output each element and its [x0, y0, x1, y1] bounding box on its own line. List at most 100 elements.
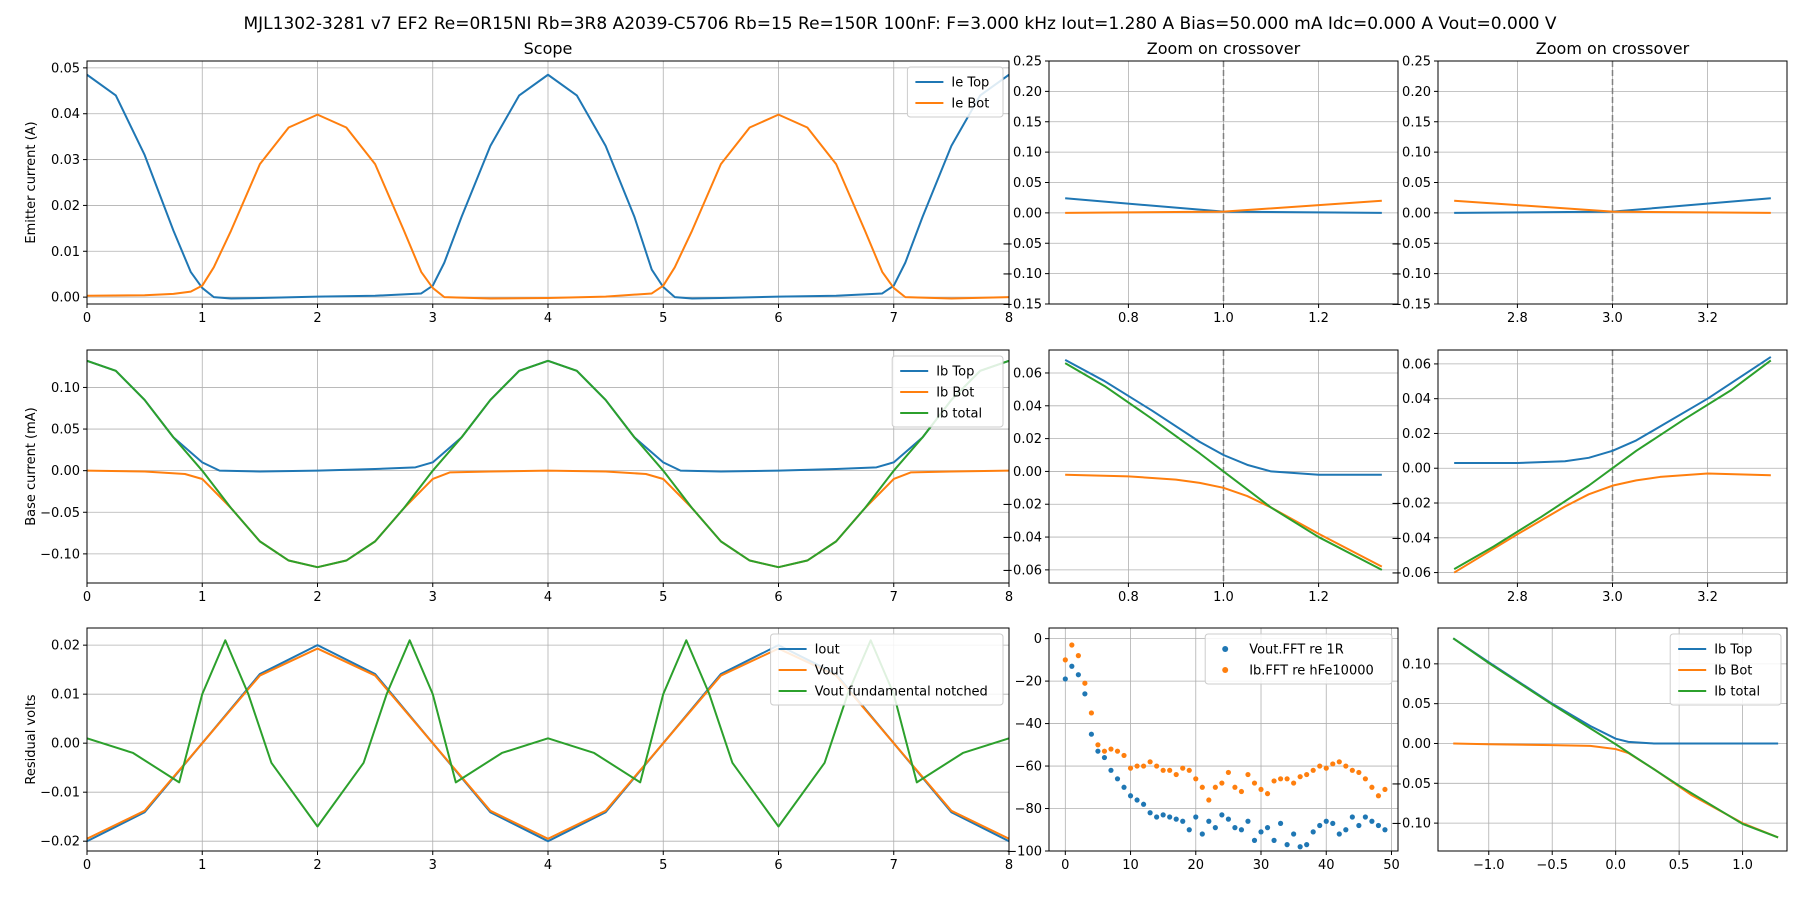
- y-tick-label: −40: [1015, 717, 1042, 732]
- point-vout-fft-re-1r: [1193, 814, 1199, 820]
- x-tick-label: 2: [313, 590, 321, 605]
- x-tick-label: 3.2: [1697, 311, 1718, 326]
- y-tick-label: 0.00: [1013, 206, 1042, 221]
- point-ib-fft-re-hfe10000: [1101, 748, 1108, 754]
- chart-title: Zoom on crossover: [1536, 41, 1690, 58]
- x-tick-label: 0.5: [1669, 858, 1690, 873]
- chart-svg-zoom1: 0.8 1.0 1.2 −0.15 −0.10 −0.05 0.00 0.05 0.10 0.15…: [1002, 39, 1399, 326]
- x-tick-label: 7: [890, 858, 898, 873]
- y-tick-label: −0.05: [1391, 237, 1431, 252]
- point-vout-fft-re-1r: [1114, 776, 1121, 782]
- y-tick-label: −0.15: [1002, 298, 1042, 313]
- legend-label: Ib Top: [1714, 643, 1752, 658]
- point-ib-fft-re-hfe10000: [1245, 771, 1251, 778]
- y-tick-label: −100: [1006, 845, 1042, 860]
- series-line-ie-top: [87, 73, 1009, 300]
- point-vout-fft-re-1r: [1310, 829, 1316, 835]
- y-tick-label: 0.05: [51, 423, 80, 438]
- y-tick-label: 0.10: [1402, 146, 1431, 161]
- legend-marker: [1222, 667, 1229, 673]
- y-tick-label: −0.04: [1002, 531, 1042, 546]
- y-tick-label: 0.05: [1402, 697, 1431, 712]
- point-ib-fft-re-hfe10000: [1154, 763, 1160, 769]
- x-tick-label: 3.0: [1602, 590, 1623, 605]
- series-line-ib-total: [1064, 362, 1383, 571]
- x-tick-label: 0: [83, 311, 91, 326]
- point-ib-fft-re-hfe10000: [1330, 761, 1336, 767]
- point-ib-fft-re-hfe10000: [1297, 774, 1303, 780]
- y-tick-label: 0.15: [1402, 115, 1431, 130]
- series-line-ib-total: [1452, 637, 1779, 839]
- legend: Ib Top Ib Bot Ib total: [891, 355, 1004, 428]
- y-tick-label: −0.04: [1391, 531, 1431, 546]
- x-tick-label: 2: [313, 311, 321, 326]
- point-vout-fft-re-1r: [1271, 837, 1277, 843]
- legend-label: Ib Bot: [936, 386, 974, 401]
- y-tick-label: −0.10: [1391, 817, 1431, 832]
- point-ib-fft-re-hfe10000: [1140, 763, 1147, 769]
- x-tick-label: −0.5: [1536, 858, 1568, 873]
- y-tick-label: 0.06: [1013, 366, 1042, 381]
- legend: Ie Top Ie Bot: [906, 66, 1004, 118]
- legend-label: Ib.FFT re hFe10000: [1249, 664, 1374, 679]
- y-tick-label: −60: [1015, 760, 1042, 775]
- point-ib-fft-re-hfe10000: [1134, 763, 1140, 769]
- chart-panel-base_zoom2: 2.8 3.0 3.2 −0.06 −0.04 −0.02 0.00 0.02 0.04 0.06: [1368, 330, 1797, 613]
- series-line-ib-bot: [1453, 472, 1771, 574]
- point-vout-fft-re-1r: [1121, 784, 1127, 790]
- x-tick-label: 0: [83, 858, 91, 873]
- y-axis-label: Base current (mA): [24, 407, 39, 526]
- legend-label: Ib total: [1714, 685, 1760, 700]
- chart-svg-zoom2: 2.8 3.0 3.2 −0.15 −0.10 −0.05 0.00 0.05 0.10 0.15…: [1391, 39, 1788, 326]
- axes-frame: [1437, 627, 1788, 852]
- point-ib-fft-re-hfe10000: [1186, 767, 1192, 773]
- point-vout-fft-re-1r: [1134, 797, 1140, 803]
- y-tick-label: 0.00: [51, 291, 80, 306]
- point-vout-fft-re-1r: [1232, 825, 1238, 831]
- point-vout-fft-re-1r: [1264, 825, 1271, 831]
- point-ib-fft-re-hfe10000: [1219, 780, 1225, 786]
- x-tick-label: 5: [659, 590, 667, 605]
- x-tick-label: 0.8: [1118, 590, 1139, 605]
- chart-panel-base_zoom1: 0.8 1.0 1.2 −0.06 −0.04 −0.02 0.00 0.02 0.04 0.06: [979, 330, 1408, 613]
- y-tick-label: 0.05: [1013, 176, 1042, 191]
- point-ib-fft-re-hfe10000: [1075, 653, 1081, 659]
- legend-marker: [1222, 646, 1229, 652]
- y-tick-label: 0.00: [1402, 462, 1431, 477]
- y-tick-label: 0.00: [51, 737, 80, 752]
- y-tick-label: −0.10: [40, 547, 80, 562]
- x-tick-label: 1.0: [1732, 858, 1753, 873]
- y-tick-label: 0.05: [1402, 176, 1431, 191]
- x-tick-label: 3: [429, 590, 437, 605]
- y-tick-label: −0.10: [1391, 267, 1431, 282]
- point-ib-fft-re-hfe10000: [1336, 759, 1342, 765]
- point-ib-fft-re-hfe10000: [1323, 765, 1329, 771]
- y-tick-label: 0.01: [51, 688, 80, 703]
- point-vout-fft-re-1r: [1154, 814, 1160, 820]
- y-tick-label: 0.25: [1013, 55, 1042, 70]
- y-tick-label: −0.10: [1002, 267, 1042, 282]
- point-ib-fft-re-hfe10000: [1382, 786, 1388, 793]
- x-tick-label: 20: [1188, 858, 1205, 873]
- x-tick-label: 0: [83, 590, 91, 605]
- chart-title: Scope: [524, 41, 573, 58]
- x-tick-label: 5: [659, 858, 667, 873]
- chart-title: Zoom on crossover: [1147, 41, 1301, 58]
- point-ib-fft-re-hfe10000: [1212, 784, 1218, 790]
- x-tick-label: −1.0: [1473, 858, 1505, 873]
- y-axis-label: Residual volts: [24, 694, 39, 784]
- y-tick-label: 0.06: [1402, 357, 1431, 372]
- point-vout-fft-re-1r: [1206, 818, 1212, 824]
- point-ib-fft-re-hfe10000: [1225, 769, 1231, 776]
- y-tick-label: 0.10: [51, 381, 80, 396]
- point-vout-fft-re-1r: [1382, 827, 1388, 833]
- series-line-ie-bot: [1454, 199, 1771, 214]
- legend: Ib Top Ib Bot Ib total: [1669, 633, 1782, 706]
- point-vout-fft-re-1r: [1336, 831, 1342, 837]
- x-tick-label: 0: [1061, 858, 1069, 873]
- figure-title: MJL1302-3281 v7 EF2 Re=0R15NI Rb=3R8 A20…: [243, 14, 1557, 34]
- point-ib-fft-re-hfe10000: [1349, 767, 1355, 773]
- y-tick-label: −0.01: [40, 786, 80, 801]
- x-tick-label: 10: [1122, 858, 1139, 873]
- y-tick-label: 0.00: [1013, 465, 1042, 480]
